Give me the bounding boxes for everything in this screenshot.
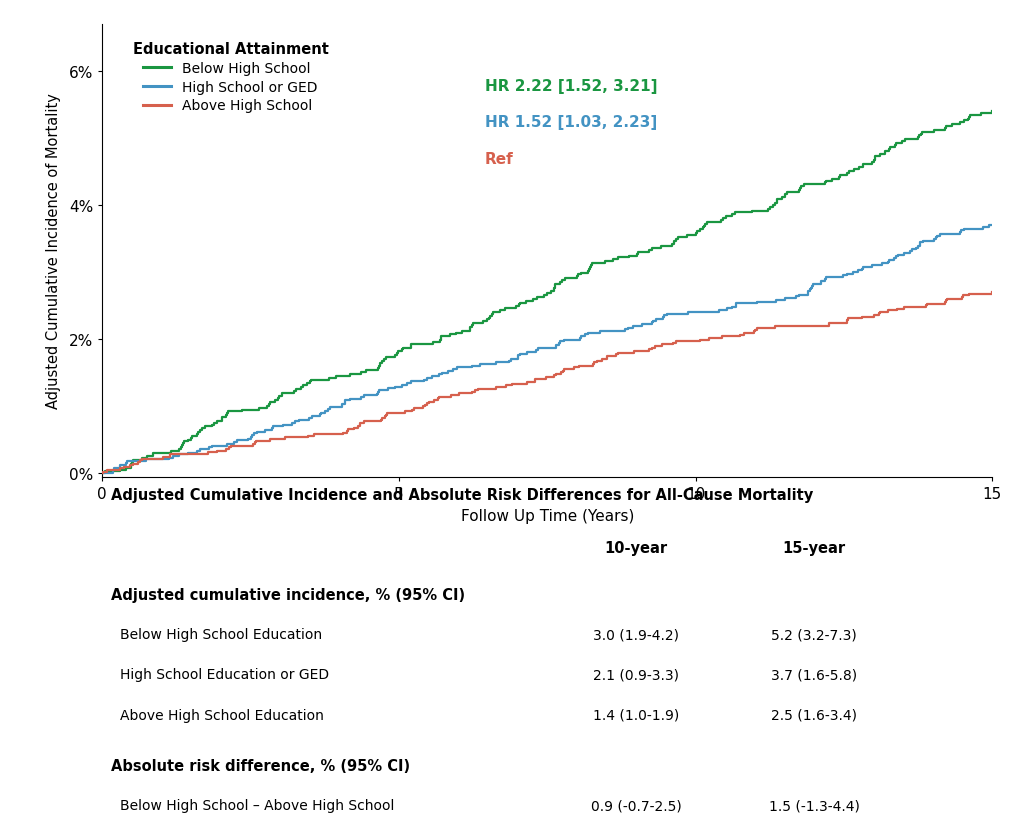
Text: 5.2 (3.2-7.3): 5.2 (3.2-7.3) bbox=[771, 628, 857, 642]
Text: 15-year: 15-year bbox=[783, 541, 846, 556]
Text: 2.1 (0.9-3.3): 2.1 (0.9-3.3) bbox=[593, 667, 679, 681]
Text: 10-year: 10-year bbox=[605, 541, 668, 556]
Text: 1.4 (1.0-1.9): 1.4 (1.0-1.9) bbox=[593, 708, 679, 722]
Text: Adjusted Cumulative Incidence and Absolute Risk Differences for All-Cause Mortal: Adjusted Cumulative Incidence and Absolu… bbox=[112, 487, 813, 502]
Text: 3.0 (1.9-4.2): 3.0 (1.9-4.2) bbox=[593, 628, 679, 642]
Text: Ref: Ref bbox=[485, 152, 514, 166]
Text: Below High School – Above High School: Below High School – Above High School bbox=[120, 798, 395, 812]
Text: 2.5 (1.6-3.4): 2.5 (1.6-3.4) bbox=[771, 708, 857, 722]
Text: Above High School Education: Above High School Education bbox=[120, 708, 324, 722]
Text: 0.9 (-0.7-2.5): 0.9 (-0.7-2.5) bbox=[591, 798, 681, 812]
Text: HR 2.22 [1.52, 3.21]: HR 2.22 [1.52, 3.21] bbox=[485, 79, 658, 94]
Text: High School Education or GED: High School Education or GED bbox=[120, 667, 329, 681]
Text: Adjusted cumulative incidence, % (95% CI): Adjusted cumulative incidence, % (95% CI… bbox=[112, 587, 465, 603]
Text: 3.7 (1.6-5.8): 3.7 (1.6-5.8) bbox=[771, 667, 857, 681]
Text: HR 1.52 [1.03, 2.23]: HR 1.52 [1.03, 2.23] bbox=[485, 115, 657, 130]
Text: Absolute risk difference, % (95% CI): Absolute risk difference, % (95% CI) bbox=[112, 758, 410, 773]
X-axis label: Follow Up Time (Years): Follow Up Time (Years) bbox=[460, 508, 634, 523]
Legend: Below High School, High School or GED, Above High School: Below High School, High School or GED, A… bbox=[127, 36, 335, 119]
Text: Below High School Education: Below High School Education bbox=[120, 628, 322, 642]
Text: 1.5 (-1.3-4.4): 1.5 (-1.3-4.4) bbox=[769, 798, 859, 812]
Y-axis label: Adjusted Cumulative Incidence of Mortality: Adjusted Cumulative Incidence of Mortali… bbox=[46, 94, 60, 409]
